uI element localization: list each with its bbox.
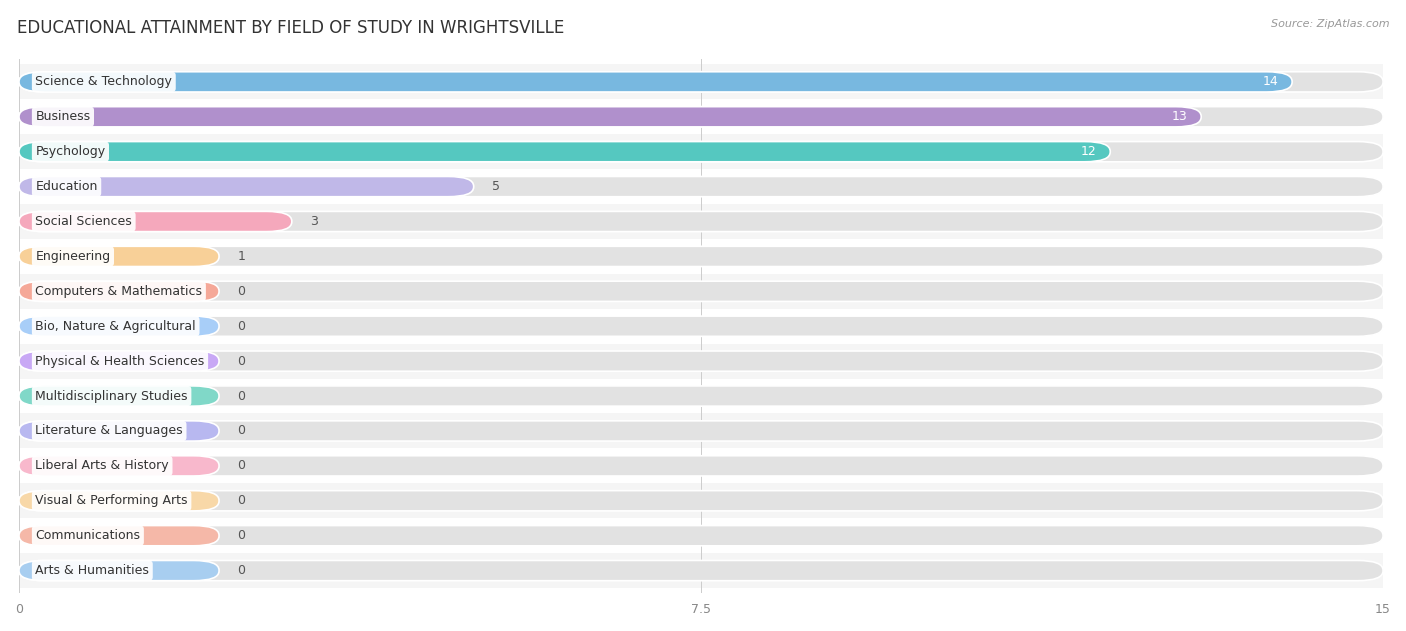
FancyBboxPatch shape (20, 177, 474, 197)
Text: 0: 0 (238, 389, 245, 403)
FancyBboxPatch shape (20, 246, 1384, 266)
Bar (20, 99, 1384, 134)
Bar (20, 449, 1384, 483)
FancyBboxPatch shape (20, 351, 219, 371)
FancyBboxPatch shape (20, 386, 1384, 406)
FancyBboxPatch shape (20, 351, 1384, 371)
Bar (20, 379, 1384, 413)
Text: 3: 3 (309, 215, 318, 228)
Bar (20, 239, 1384, 274)
Text: Physical & Health Sciences: Physical & Health Sciences (35, 355, 205, 368)
FancyBboxPatch shape (20, 107, 1201, 127)
FancyBboxPatch shape (20, 560, 1384, 581)
Text: Literature & Languages: Literature & Languages (35, 425, 183, 437)
FancyBboxPatch shape (20, 421, 219, 441)
Text: Psychology: Psychology (35, 145, 105, 158)
FancyBboxPatch shape (20, 211, 1384, 232)
FancyBboxPatch shape (20, 72, 1292, 92)
Text: 0: 0 (238, 425, 245, 437)
FancyBboxPatch shape (20, 491, 1384, 511)
Text: Science & Technology: Science & Technology (35, 75, 173, 88)
FancyBboxPatch shape (20, 560, 219, 581)
Text: EDUCATIONAL ATTAINMENT BY FIELD OF STUDY IN WRIGHTSVILLE: EDUCATIONAL ATTAINMENT BY FIELD OF STUDY… (17, 19, 564, 37)
Text: 1: 1 (238, 250, 245, 263)
Bar (20, 274, 1384, 309)
Text: Engineering: Engineering (35, 250, 111, 263)
Bar (20, 518, 1384, 553)
FancyBboxPatch shape (20, 316, 1384, 336)
Text: 0: 0 (238, 494, 245, 507)
Bar (20, 344, 1384, 379)
Bar (20, 309, 1384, 344)
Text: Business: Business (35, 110, 90, 123)
FancyBboxPatch shape (20, 526, 1384, 546)
Text: 0: 0 (238, 529, 245, 542)
Bar (20, 413, 1384, 449)
Text: 14: 14 (1263, 75, 1278, 88)
FancyBboxPatch shape (20, 456, 219, 476)
Text: Arts & Humanities: Arts & Humanities (35, 564, 149, 577)
FancyBboxPatch shape (20, 491, 219, 511)
Text: Visual & Performing Arts: Visual & Performing Arts (35, 494, 188, 507)
Text: Bio, Nature & Agricultural: Bio, Nature & Agricultural (35, 320, 195, 333)
Bar (20, 169, 1384, 204)
FancyBboxPatch shape (20, 141, 1384, 162)
Text: 0: 0 (238, 320, 245, 333)
Text: 0: 0 (238, 459, 245, 473)
FancyBboxPatch shape (20, 316, 219, 336)
Text: 5: 5 (492, 180, 501, 193)
FancyBboxPatch shape (20, 107, 1384, 127)
FancyBboxPatch shape (20, 177, 1384, 197)
FancyBboxPatch shape (20, 246, 219, 266)
FancyBboxPatch shape (20, 281, 1384, 302)
Text: 13: 13 (1171, 110, 1188, 123)
Text: 0: 0 (238, 564, 245, 577)
FancyBboxPatch shape (20, 141, 1111, 162)
Bar (20, 204, 1384, 239)
Text: Communications: Communications (35, 529, 141, 542)
Text: Social Sciences: Social Sciences (35, 215, 132, 228)
Text: Multidisciplinary Studies: Multidisciplinary Studies (35, 389, 188, 403)
FancyBboxPatch shape (20, 281, 219, 302)
FancyBboxPatch shape (20, 386, 219, 406)
FancyBboxPatch shape (20, 72, 1384, 92)
Text: Education: Education (35, 180, 98, 193)
Text: Liberal Arts & History: Liberal Arts & History (35, 459, 169, 473)
Text: 0: 0 (238, 355, 245, 368)
Text: 0: 0 (238, 285, 245, 298)
Text: Source: ZipAtlas.com: Source: ZipAtlas.com (1271, 19, 1389, 29)
Bar (20, 553, 1384, 588)
Bar (20, 483, 1384, 518)
FancyBboxPatch shape (20, 456, 1384, 476)
Bar (20, 64, 1384, 99)
Bar (20, 134, 1384, 169)
Text: Computers & Mathematics: Computers & Mathematics (35, 285, 202, 298)
FancyBboxPatch shape (20, 421, 1384, 441)
FancyBboxPatch shape (20, 211, 292, 232)
Text: 12: 12 (1081, 145, 1097, 158)
FancyBboxPatch shape (20, 526, 219, 546)
